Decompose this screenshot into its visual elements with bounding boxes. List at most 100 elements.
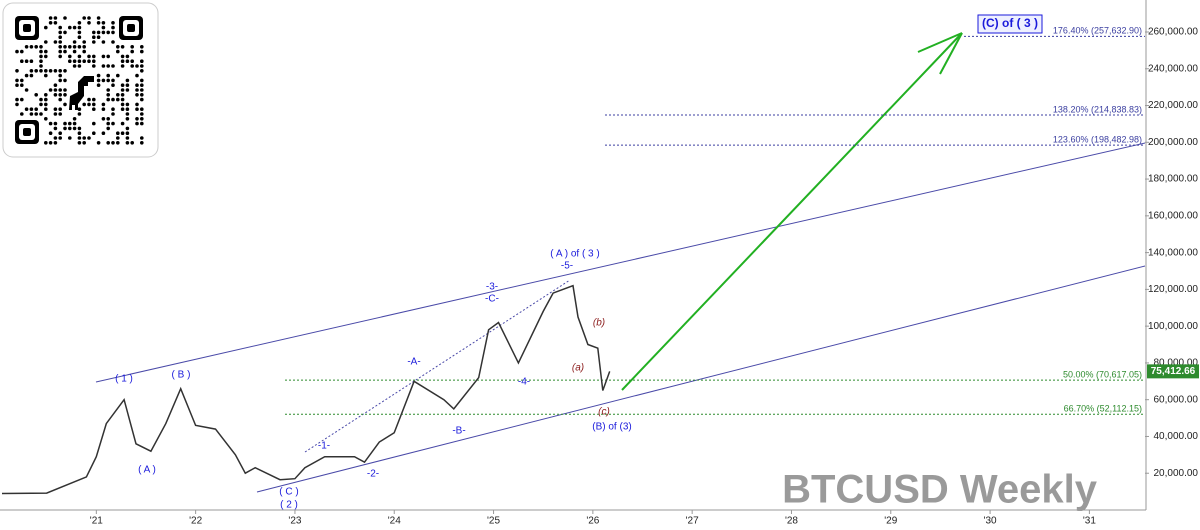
qr-dot — [135, 117, 139, 121]
qr-dot — [92, 97, 96, 102]
qr-dot — [116, 131, 120, 135]
qr-dot — [44, 107, 48, 111]
qr-dot — [58, 112, 62, 116]
x-tick-label: '22 — [189, 516, 202, 527]
qr-dot — [58, 107, 62, 111]
fib-label: 123.60% (198,482.98) — [1053, 134, 1142, 144]
wave-label: -C- — [485, 294, 499, 305]
guide-dotted — [304, 279, 571, 453]
qr-dot — [63, 126, 67, 131]
qr-dot — [58, 93, 62, 97]
qr-dot — [92, 131, 96, 135]
qr-code — [2, 2, 159, 158]
qr-dot — [77, 107, 82, 111]
qr-dot — [72, 59, 77, 63]
qr-dot — [63, 102, 67, 107]
qr-dot — [101, 30, 106, 35]
qr-dot — [24, 88, 29, 92]
qr-dot — [111, 40, 115, 44]
price-line — [1, 284, 611, 495]
qr-dot — [101, 54, 106, 59]
wave-label: (b) — [593, 318, 605, 329]
qr-dot — [106, 93, 110, 97]
qr-dot — [34, 69, 38, 73]
qr-dot — [125, 126, 130, 131]
qr-dot — [135, 73, 139, 78]
qr-dot — [44, 25, 48, 30]
qr-dot — [39, 49, 43, 54]
qr-dot — [82, 59, 86, 63]
qr-dot — [72, 64, 77, 68]
qr-dot — [130, 141, 134, 145]
qr-dot — [15, 97, 19, 102]
qr-dot — [53, 16, 58, 20]
qr-dot — [125, 59, 130, 63]
wave-label: ( A ) of ( 3 ) — [550, 249, 599, 260]
qr-dot — [77, 64, 82, 68]
x-tick-label: '26 — [586, 516, 599, 527]
qr-dot — [48, 88, 53, 92]
qr-dot — [101, 107, 106, 111]
target-box — [977, 14, 1043, 34]
channel-upper — [95, 142, 1146, 383]
qr-dot — [111, 78, 115, 83]
qr-dot — [39, 54, 43, 59]
qr-dot — [111, 83, 115, 87]
qr-dot — [58, 131, 62, 135]
qr-dot — [39, 69, 43, 73]
qr-dot — [53, 121, 58, 126]
qr-dot — [39, 59, 43, 63]
qr-dot — [77, 126, 82, 131]
qr-dot — [77, 25, 82, 30]
qr-dot — [48, 141, 53, 145]
qr-dot — [58, 45, 62, 49]
qr-dot — [111, 97, 115, 102]
qr-dot — [111, 30, 115, 35]
qr-dot — [53, 88, 58, 92]
qr-dot — [101, 64, 106, 68]
qr-dot — [48, 131, 53, 135]
qr-dot — [87, 102, 91, 107]
qr-dot — [135, 83, 139, 87]
qr-dot — [72, 121, 77, 126]
qr-dot — [125, 83, 130, 87]
qr-dot — [111, 112, 115, 116]
wave-label: -A- — [407, 357, 420, 368]
last-price-label: 75,412.66 — [1151, 366, 1196, 377]
qr-dot — [106, 121, 110, 126]
qr-dot — [101, 21, 106, 25]
qr-dot — [58, 73, 62, 78]
qr-dot — [29, 73, 34, 78]
qr-dot — [58, 25, 62, 30]
qr-dot — [140, 88, 144, 92]
qr-dot — [140, 112, 144, 116]
wave-label: ( B ) — [172, 370, 191, 381]
qr-dot — [101, 131, 106, 135]
qr-dot — [39, 97, 43, 102]
y-tick-label: 20,000.00 — [1154, 468, 1199, 479]
qr-dot — [135, 107, 139, 111]
qr-dot — [72, 25, 77, 30]
qr-dot — [34, 107, 38, 111]
qr-dot — [82, 16, 86, 20]
qr-dot — [82, 102, 86, 107]
qr-finder — [23, 24, 31, 32]
qr-dot — [63, 45, 67, 49]
qr-dot — [96, 21, 101, 25]
qr-dot — [140, 117, 144, 121]
qr-dot — [48, 16, 53, 20]
qr-dot — [58, 30, 62, 35]
qr-dot — [39, 102, 43, 107]
qr-dot — [82, 45, 86, 49]
qr-dot — [58, 97, 62, 102]
qr-dot — [39, 45, 43, 49]
qr-dot — [140, 45, 144, 49]
qr-dot — [125, 117, 130, 121]
qr-dot — [53, 40, 58, 44]
qr-dot — [72, 49, 77, 54]
qr-dot — [53, 21, 58, 25]
qr-dot — [77, 59, 82, 63]
qr-dot — [29, 59, 34, 63]
qr-dot — [77, 141, 82, 145]
wave-label: ( 1 ) — [115, 374, 133, 385]
